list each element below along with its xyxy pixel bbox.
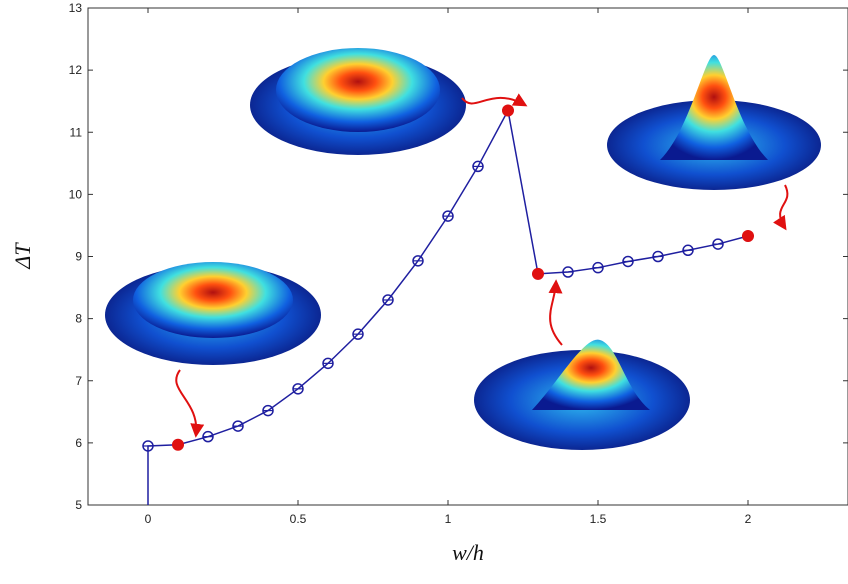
highlight-point bbox=[502, 104, 514, 117]
y-tick-label: 6 bbox=[75, 436, 82, 450]
highlight-point bbox=[742, 229, 754, 242]
highlight-point bbox=[532, 267, 544, 280]
y-tick-label: 12 bbox=[69, 63, 83, 77]
y-tick-label: 7 bbox=[75, 374, 82, 388]
y-tick-label: 13 bbox=[69, 1, 83, 15]
surface-insets bbox=[105, 48, 821, 450]
y-tick-label: 5 bbox=[75, 498, 82, 512]
x-axis-label: w/h bbox=[452, 540, 484, 565]
y-axis-label: ΔT bbox=[10, 242, 35, 270]
y-tick-label: 10 bbox=[69, 187, 83, 201]
x-tick-label: 1.5 bbox=[590, 512, 607, 526]
highlight-point bbox=[172, 438, 184, 451]
plot-frame bbox=[87, 7, 848, 506]
y-tick-label: 8 bbox=[75, 312, 82, 326]
x-tick-label: 0.5 bbox=[290, 512, 307, 526]
x-tick-label: 0 bbox=[145, 512, 152, 526]
data-line bbox=[147, 108, 749, 505]
y-tick-label: 9 bbox=[75, 250, 82, 264]
x-tick-label: 1 bbox=[445, 512, 452, 526]
x-tick-label: 2 bbox=[745, 512, 752, 526]
y-tick-label: 11 bbox=[70, 125, 83, 139]
